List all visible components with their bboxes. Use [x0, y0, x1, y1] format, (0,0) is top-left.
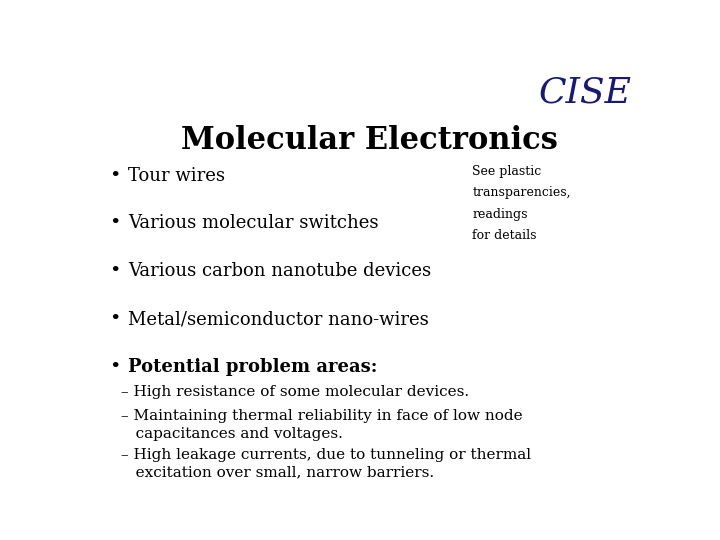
- Text: •: •: [109, 262, 121, 280]
- Text: •: •: [109, 358, 121, 376]
- Text: CISE: CISE: [539, 75, 631, 109]
- Text: •: •: [109, 310, 121, 328]
- Text: for details: for details: [472, 230, 536, 242]
- Text: See plastic: See plastic: [472, 165, 541, 178]
- Text: readings: readings: [472, 208, 528, 221]
- Text: Various carbon nanotube devices: Various carbon nanotube devices: [128, 262, 431, 280]
- Text: transparencies,: transparencies,: [472, 186, 571, 199]
- Text: – High leakage currents, due to tunneling or thermal: – High leakage currents, due to tunnelin…: [121, 448, 531, 462]
- Text: – High resistance of some molecular devices.: – High resistance of some molecular devi…: [121, 385, 469, 399]
- Text: Tour wires: Tour wires: [128, 167, 225, 185]
- Text: Potential problem areas:: Potential problem areas:: [128, 358, 377, 376]
- Text: – Maintaining thermal reliability in face of low node: – Maintaining thermal reliability in fac…: [121, 409, 522, 423]
- Text: Various molecular switches: Various molecular switches: [128, 214, 379, 233]
- Text: Molecular Electronics: Molecular Electronics: [181, 125, 557, 156]
- Text: •: •: [109, 214, 121, 233]
- Text: excitation over small, narrow barriers.: excitation over small, narrow barriers.: [121, 466, 434, 480]
- Text: Metal/semiconductor nano-wires: Metal/semiconductor nano-wires: [128, 310, 428, 328]
- Text: capacitances and voltages.: capacitances and voltages.: [121, 427, 343, 441]
- Text: •: •: [109, 167, 121, 185]
